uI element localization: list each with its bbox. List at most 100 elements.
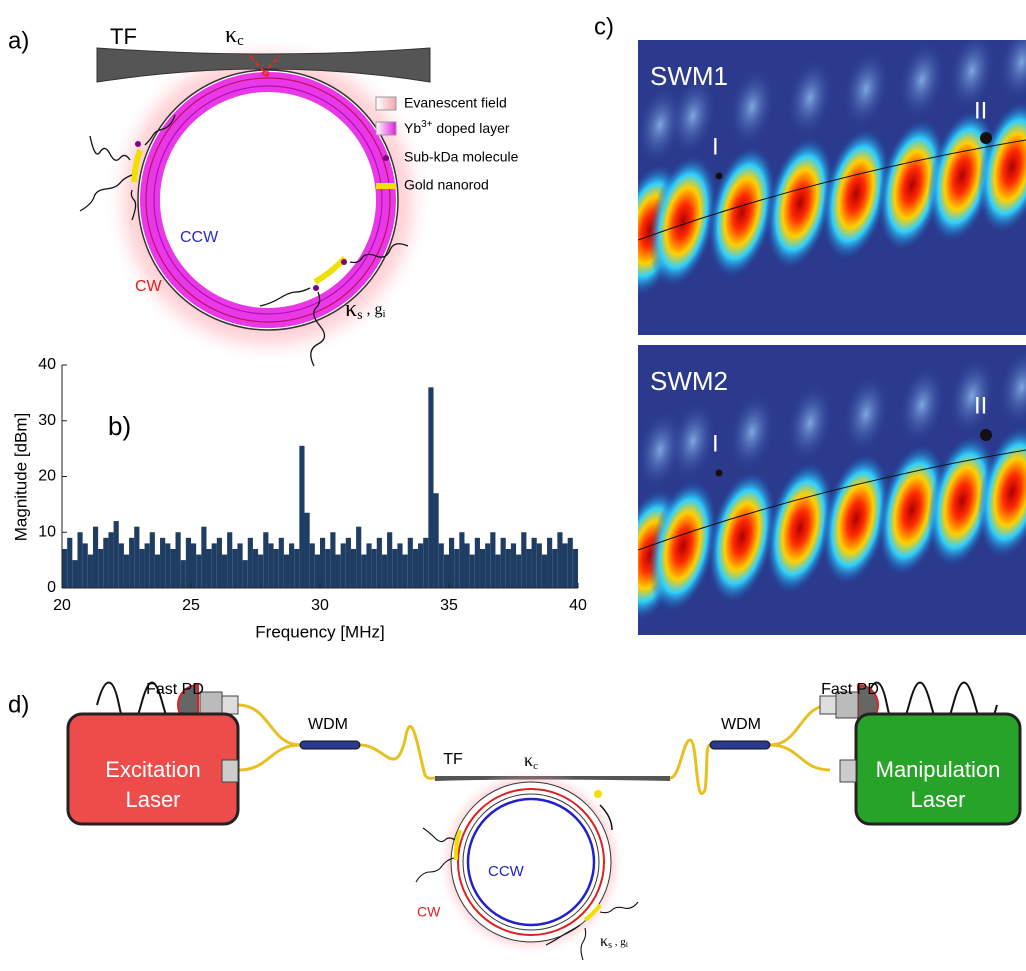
wdm-label: WDM bbox=[308, 716, 348, 733]
ccw-label: CCW bbox=[180, 229, 219, 246]
bar bbox=[568, 538, 573, 588]
bar bbox=[470, 555, 475, 588]
map-title: SWM1 bbox=[650, 61, 728, 91]
bar bbox=[330, 532, 335, 588]
bar bbox=[325, 549, 330, 588]
bar bbox=[83, 543, 88, 588]
bar bbox=[237, 543, 242, 588]
molecule bbox=[341, 259, 347, 265]
bar bbox=[403, 555, 408, 588]
bar bbox=[428, 387, 433, 588]
bar bbox=[98, 549, 103, 588]
connector bbox=[820, 696, 836, 714]
bar bbox=[485, 543, 490, 588]
bar bbox=[449, 538, 454, 588]
x-tick-label: 20 bbox=[53, 597, 71, 614]
bar bbox=[134, 527, 139, 588]
connector bbox=[222, 696, 238, 714]
laser-label: Laser bbox=[125, 787, 180, 812]
bar bbox=[537, 543, 542, 588]
x-tick-label: 25 bbox=[182, 597, 200, 614]
bar bbox=[532, 538, 537, 588]
panel-label: c) bbox=[594, 13, 614, 40]
legend-swatch bbox=[376, 97, 396, 110]
bar bbox=[310, 543, 315, 588]
bar bbox=[439, 543, 444, 588]
bar bbox=[377, 538, 382, 588]
symbol: κ bbox=[600, 933, 608, 950]
bar bbox=[206, 549, 211, 588]
point-label: II bbox=[974, 392, 987, 419]
legend-entry: Gold nanorod bbox=[404, 177, 489, 193]
bar bbox=[413, 549, 418, 588]
map-title: SWM2 bbox=[650, 366, 728, 396]
x-tick-label: 40 bbox=[569, 597, 587, 614]
bar bbox=[77, 532, 82, 588]
legend-entry: Evanescent field bbox=[404, 95, 507, 111]
bar bbox=[145, 543, 150, 588]
legend-swatch bbox=[376, 122, 396, 135]
bar bbox=[155, 555, 160, 588]
bar bbox=[222, 555, 227, 588]
bar bbox=[366, 543, 371, 588]
bar bbox=[557, 532, 562, 588]
molecule bbox=[594, 790, 602, 798]
panel-label: a) bbox=[8, 27, 29, 54]
detector-label: Fast PD bbox=[821, 681, 879, 698]
bar bbox=[382, 555, 387, 588]
bar bbox=[335, 555, 340, 588]
bar bbox=[289, 543, 294, 588]
y-tick-label: 40 bbox=[38, 356, 56, 373]
bar bbox=[511, 543, 516, 588]
legend-entry: Sub-kDa molecule bbox=[404, 149, 519, 165]
bar bbox=[341, 543, 346, 588]
bar bbox=[258, 555, 263, 588]
panel-b: b) Frequency [MHz] Magnitude [dBm] 01020… bbox=[11, 356, 587, 641]
connector bbox=[840, 760, 856, 782]
y-tick-label: 20 bbox=[38, 468, 56, 485]
y-axis-title: Magnitude [dBm] bbox=[11, 413, 30, 542]
bar bbox=[490, 532, 495, 588]
bar bbox=[542, 555, 547, 588]
bar bbox=[573, 549, 578, 588]
symbol: κ bbox=[225, 22, 237, 48]
bar bbox=[181, 560, 186, 588]
bar bbox=[423, 538, 428, 588]
detector-label: Fast PD bbox=[146, 681, 204, 698]
bar bbox=[191, 543, 196, 588]
bar bbox=[315, 555, 320, 588]
bar bbox=[279, 538, 284, 588]
separator: , bbox=[363, 301, 375, 318]
ccw-label: CCW bbox=[488, 863, 525, 880]
bar bbox=[201, 527, 206, 588]
bar bbox=[108, 532, 113, 588]
x-axis-title: Frequency [MHz] bbox=[255, 622, 384, 641]
text: doped layer bbox=[433, 120, 510, 136]
bar bbox=[526, 549, 531, 588]
bar bbox=[170, 549, 175, 588]
bar bbox=[305, 513, 310, 588]
cw-label: CW bbox=[417, 904, 441, 920]
g: g bbox=[375, 301, 383, 318]
bar bbox=[160, 538, 165, 588]
bar bbox=[62, 549, 67, 588]
x-tick-label: 35 bbox=[440, 597, 458, 614]
bar bbox=[506, 549, 511, 588]
point-label: II bbox=[974, 97, 987, 124]
x-tick-label: 30 bbox=[311, 597, 329, 614]
bar bbox=[434, 493, 439, 588]
bar bbox=[516, 555, 521, 588]
bar bbox=[284, 555, 289, 588]
cw-label: CW bbox=[135, 278, 163, 295]
symbol: κ bbox=[345, 296, 357, 322]
bar bbox=[418, 543, 423, 588]
bar bbox=[444, 555, 449, 588]
bar bbox=[165, 543, 170, 588]
panel-c: c) SWM1IIISWM2III bbox=[594, 13, 1026, 635]
bar bbox=[299, 446, 304, 588]
superscript: 3+ bbox=[421, 119, 433, 130]
molecule bbox=[313, 285, 319, 291]
bar bbox=[139, 549, 144, 588]
bar bbox=[408, 538, 413, 588]
bar bbox=[186, 538, 191, 588]
